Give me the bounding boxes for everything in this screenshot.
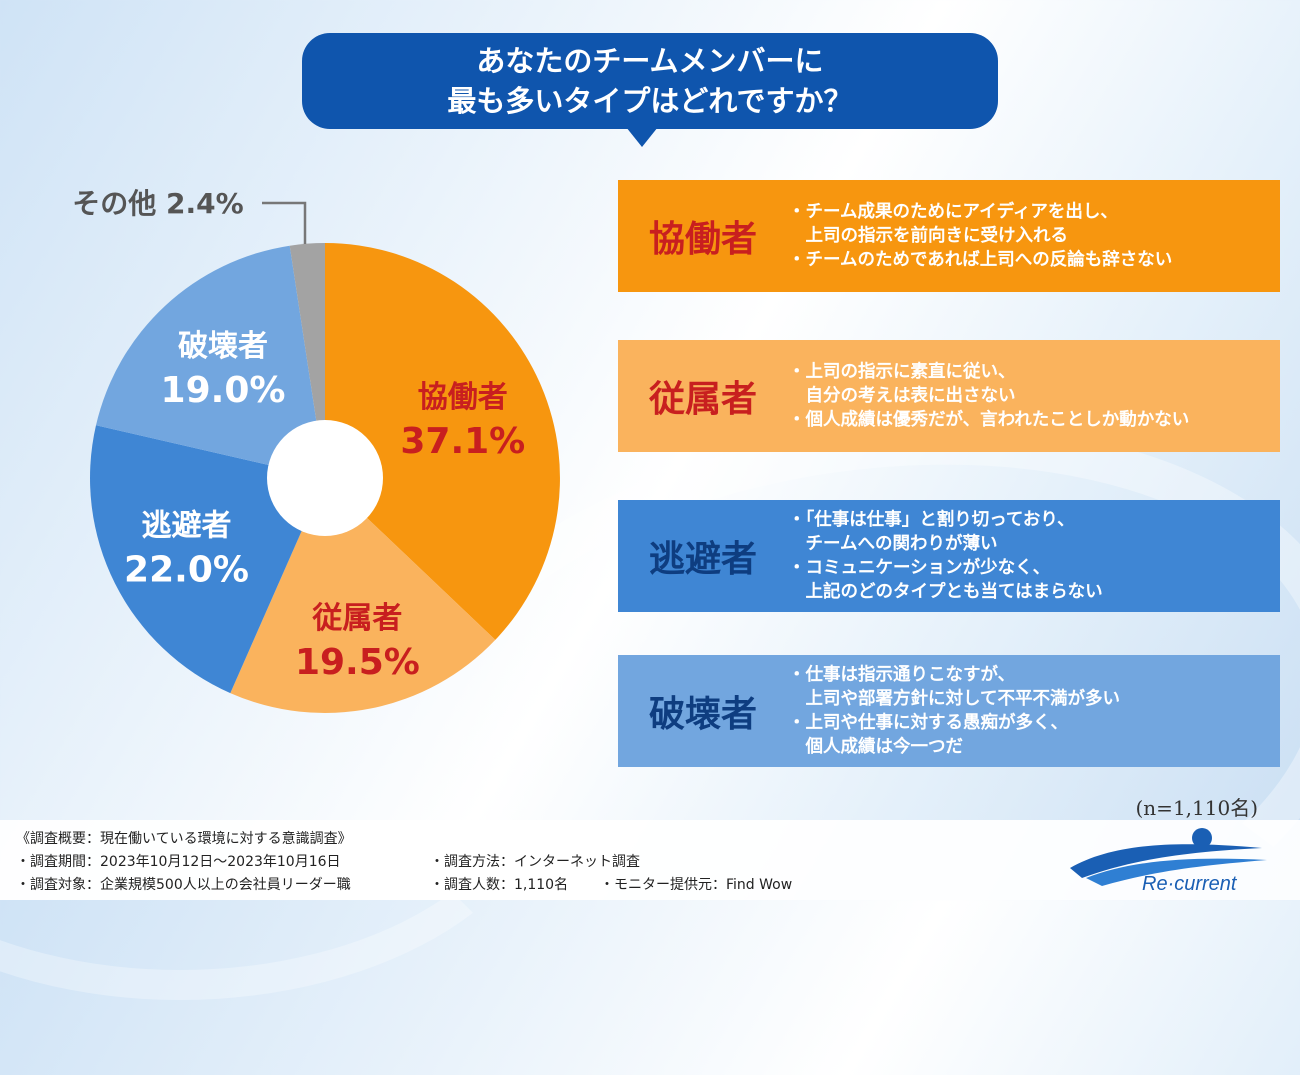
pie-slice-kyodo <box>325 243 560 640</box>
type-description-line: ・仕事は指示通りこなすが、 <box>788 665 1016 685</box>
type-description-line: ・上司や仕事に対する愚痴が多く、 <box>788 713 1068 733</box>
pie-slice-other <box>289 243 325 478</box>
type-description: ・「仕事は仕事」と割り切っており、 チームへの関わりが薄い・コミュニケーションが… <box>788 508 1103 604</box>
type-description-line: ・チーム成果のためにアイディアを出し、 <box>788 202 1118 222</box>
slice-label-value-kyodo: 37.1% <box>400 421 525 462</box>
logo-swoosh-icon <box>1070 844 1262 878</box>
logo-swoosh2-icon <box>1086 858 1267 886</box>
donut-hole <box>267 420 383 536</box>
footer-count: ・調査人数：1,110名 <box>430 877 569 893</box>
type-description: ・仕事は指示通りこなすが、 上司や部署方針に対して不平不満が多い ・上司や仕事に対… <box>788 663 1120 759</box>
footer-method: ・調査方法：インターネット調査 <box>430 854 640 870</box>
type-name: 逃避者 <box>648 539 757 580</box>
type-description-line: ・個人成績は優秀だが、言われたことしか動かない <box>788 410 1190 430</box>
footer-monitor: ・モニター提供元：Find Wow <box>600 877 793 893</box>
logo-text: Re·current <box>1142 873 1238 895</box>
pie-slice-hakai <box>96 245 325 478</box>
type-description-line: 上司の指示を前向きに受け入れる <box>788 226 1068 246</box>
slice-label-name-kyodo: 協働者 <box>418 380 508 415</box>
recurrent-logo: Re·current <box>1070 828 1267 895</box>
type-box-kyodo: 協働者 ・チーム成果のためにアイディアを出し、 上司の指示を前向きに受け入れる ・チ… <box>618 180 1280 292</box>
type-description: ・チーム成果のためにアイディアを出し、 上司の指示を前向きに受け入れる・チームの… <box>788 200 1172 272</box>
slice-label-name-juzoku: 従属者 <box>311 601 402 636</box>
question-bubble: あなたのチームメンバーに 最も多いタイプはどれですか？ <box>302 33 998 129</box>
slice-label-value-hakai: 19.0% <box>161 370 286 411</box>
type-description: ・上司の指示に素直に従い、 自分の考えは表に出さない・個人成績は優秀だが、言われ… <box>788 360 1189 432</box>
type-box-hakai: 破壊者 ・仕事は指示通りこなすが、 上司や部署方針に対して不平不満が多い ・上司や仕… <box>618 655 1280 767</box>
type-description-line: 上司や部署方針に対して不平不満が多い <box>788 689 1120 709</box>
sample-size: (n=1,110名) <box>1135 796 1259 820</box>
type-box-juzoku: 従属者 ・上司の指示に素直に従い、 自分の考えは表に出さない ・個人成績は優秀だが、… <box>618 340 1280 452</box>
footer-title: 《調査概要：現在働いている環境に対する意識調査》 <box>16 831 352 847</box>
type-description-line: 上記のどのタイプとも当てはまらない <box>788 582 1103 602</box>
slice-label-value-juzoku: 19.5% <box>295 642 420 683</box>
pie-slice-juzoku <box>230 478 496 714</box>
bubble-tail <box>626 127 658 147</box>
type-box-tohi: 逃避者 ・「仕事は仕事」と割り切っており、 チームへの関わりが薄い ・コミュニケーシ… <box>618 500 1280 612</box>
slice-label-name-hakai: 破壊者 <box>178 329 268 364</box>
footer-target: ・調査対象：企業規模500人以上の会社員リーダー職 <box>16 877 351 893</box>
type-name: 破壊者 <box>648 694 757 735</box>
type-description-line: ・上司の指示に素直に従い、 <box>788 362 1016 382</box>
slice-label-name-tohi: 逃避者 <box>142 509 232 544</box>
other-leader-line <box>262 201 307 244</box>
type-name: 従属者 <box>648 379 757 420</box>
type-description-line: ・チームのためであれば上司への反論も辞さない <box>788 250 1173 270</box>
type-description-line: ・コミュニケーションが少なく、 <box>788 558 1051 578</box>
slice-label-value-tohi: 22.0% <box>124 550 249 591</box>
question-line1: あなたのチームメンバーに <box>476 44 824 78</box>
other-label: その他 2.4% <box>72 187 243 220</box>
footer: 《調査概要：現在働いている環境に対する意識調査》 ・調査期間：2023年10月1… <box>0 820 1300 900</box>
type-description-line: 個人成績は今一つだ <box>788 737 963 757</box>
logo-dot-icon <box>1192 828 1212 848</box>
question-line2: 最も多いタイプはどれですか？ <box>447 84 853 118</box>
type-description-line: ・「仕事は仕事」と割り切っており、 <box>788 510 1075 530</box>
type-description-line: チームへの関わりが薄い <box>788 534 998 554</box>
type-description-line: 自分の考えは表に出さない <box>788 386 1016 406</box>
pie-chart: その他 2.4% 協働者 37.1% 従属者 19.5% 逃避者 22.0% 破壊者 19.0… <box>72 187 560 714</box>
pie-slice-tohi <box>90 425 325 694</box>
footer-period: ・調査期間：2023年10月12日〜2023年10月16日 <box>16 854 341 870</box>
type-name: 協働者 <box>648 219 757 260</box>
